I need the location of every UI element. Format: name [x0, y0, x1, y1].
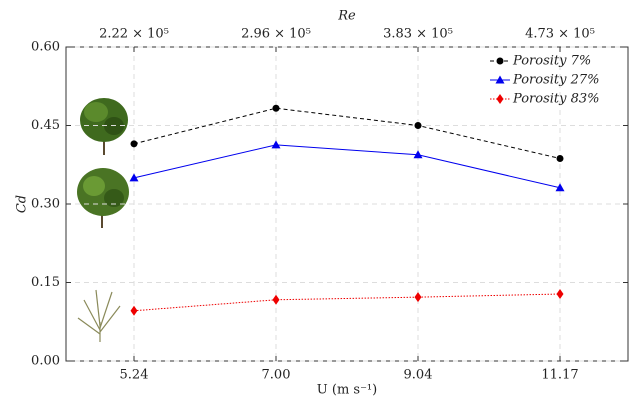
data-point — [555, 183, 565, 192]
data-point — [130, 305, 138, 316]
y-tick-label: 0.00 — [31, 354, 60, 369]
data-point — [556, 289, 564, 300]
x2-axis-label: Re — [337, 9, 356, 24]
x2-tick-label: 3.83 × 10⁵ — [383, 27, 453, 42]
tree-icon — [77, 289, 121, 342]
tree-icons — [77, 98, 129, 342]
data-point — [496, 57, 504, 65]
tree-icon — [80, 98, 128, 155]
tree-icon — [77, 168, 129, 228]
y-axis-label: Cd — [15, 195, 30, 213]
y-tick-label: 0.30 — [31, 197, 60, 212]
x-tick-label: 5.24 — [120, 368, 149, 383]
x2-tick-label: 2.22 × 10⁵ — [99, 27, 169, 42]
legend-label: Porosity 27% — [512, 73, 600, 88]
x-axis-label: U (m s⁻¹) — [317, 383, 377, 398]
data-point — [130, 140, 138, 148]
series-line — [133, 144, 561, 189]
x2-tick-label: 4.73 × 10⁵ — [525, 27, 595, 42]
x-tick-label: 11.17 — [541, 368, 578, 383]
legend: Porosity 7% Porosity 27% Porosity 83% — [490, 54, 600, 107]
data-point — [414, 122, 422, 129]
data-point — [495, 75, 505, 84]
legend-label: Porosity 83% — [512, 92, 600, 107]
data-point — [413, 150, 423, 159]
x-tick-label: 7.00 — [262, 368, 291, 383]
x2-tick-label: 2.96 × 10⁵ — [241, 27, 311, 42]
y-tick-label: 0.15 — [31, 275, 60, 290]
data-point — [556, 154, 564, 162]
y-tick-label: 0.45 — [31, 118, 60, 133]
data-point — [496, 94, 504, 104]
series-line — [133, 107, 561, 159]
x-tick-label: 9.04 — [404, 368, 433, 383]
data-point — [414, 292, 422, 303]
data-point — [129, 173, 139, 182]
data-point — [272, 104, 280, 112]
y-tick-label: 0.60 — [31, 40, 60, 55]
data-point — [271, 140, 281, 149]
legend-label: Porosity 7% — [512, 54, 591, 69]
data-point — [272, 294, 280, 305]
series-line — [133, 293, 561, 312]
